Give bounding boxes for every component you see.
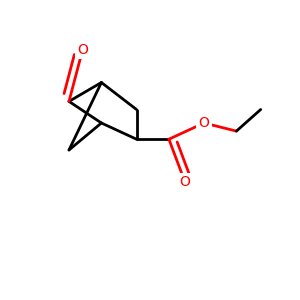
Text: O: O <box>77 43 88 57</box>
Text: O: O <box>180 176 190 189</box>
Text: O: O <box>199 116 209 130</box>
